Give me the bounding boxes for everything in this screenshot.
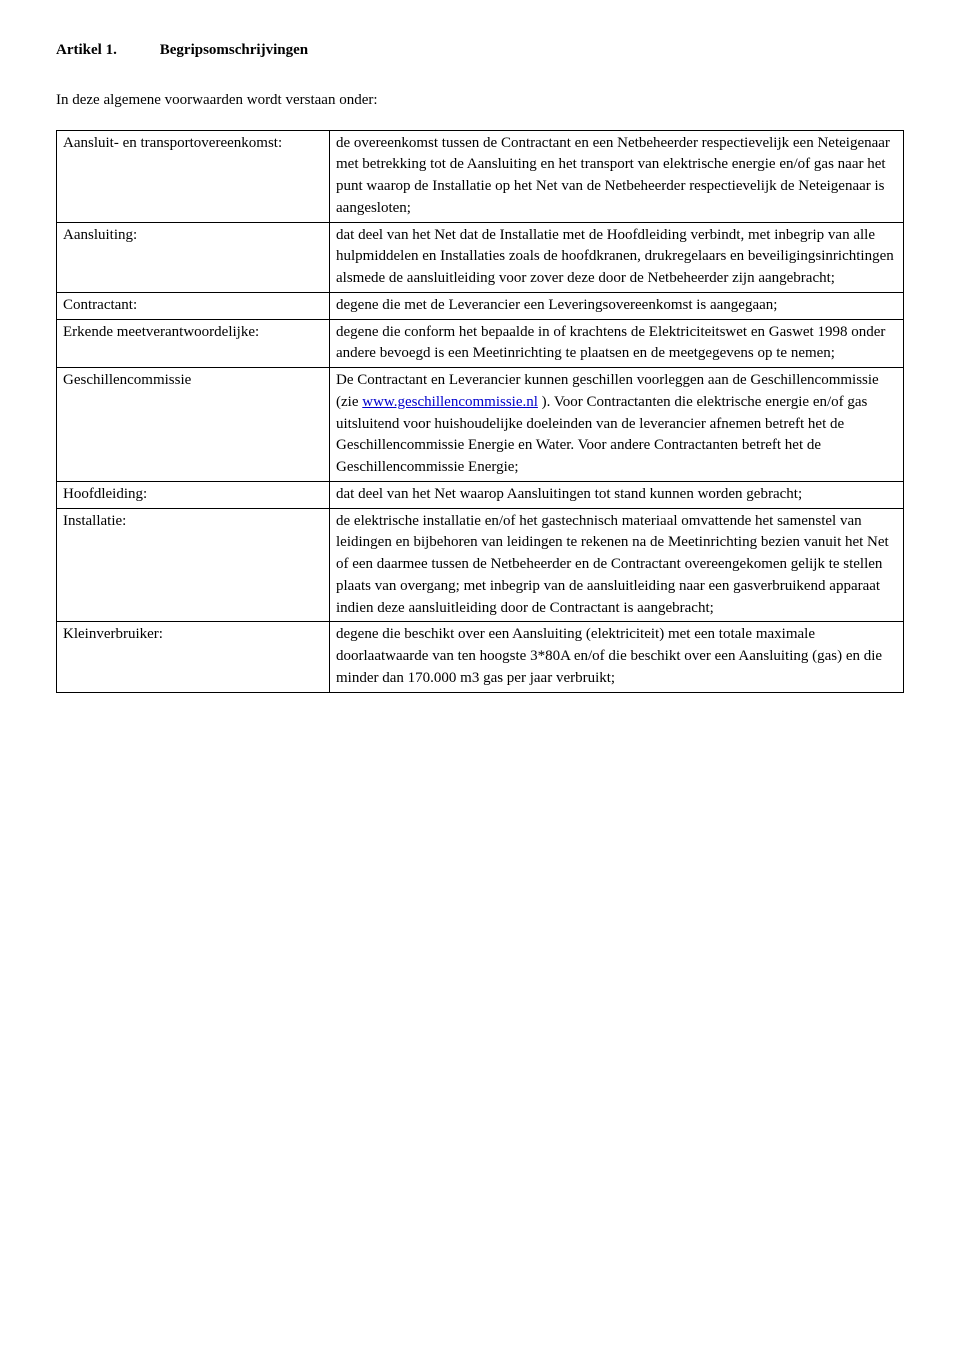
table-row: Aansluiting: dat deel van het Net dat de…	[57, 222, 904, 292]
article-title: Begripsomschrijvingen	[160, 42, 308, 58]
article-number: Artikel 1.	[56, 40, 156, 62]
definition-cell: dat deel van het Net waarop Aansluitinge…	[330, 481, 904, 508]
term-cell: Hoofdleiding:	[57, 481, 330, 508]
term-cell: Installatie:	[57, 508, 330, 622]
intro-text: In deze algemene voorwaarden wordt verst…	[56, 90, 904, 112]
geschillencommissie-link[interactable]: www.geschillencommissie.nl	[362, 394, 538, 410]
definition-cell: degene die beschikt over een Aansluiting…	[330, 622, 904, 692]
term-cell: Kleinverbruiker:	[57, 622, 330, 692]
definition-cell: de elektrische installatie en/of het gas…	[330, 508, 904, 622]
term-cell: Aansluit- en transportovereenkomst:	[57, 130, 330, 222]
definition-cell: dat deel van het Net dat de Installatie …	[330, 222, 904, 292]
definition-cell: degene die met de Leverancier een Leveri…	[330, 292, 904, 319]
table-row: Installatie: de elektrische installatie …	[57, 508, 904, 622]
term-cell: Geschillencommissie	[57, 368, 330, 482]
table-row: Contractant: degene die met de Leveranci…	[57, 292, 904, 319]
article-heading: Artikel 1. Begripsomschrijvingen	[56, 40, 904, 62]
definition-cell: De Contractant en Leverancier kunnen ges…	[330, 368, 904, 482]
table-row: Geschillencommissie De Contractant en Le…	[57, 368, 904, 482]
table-row: Kleinverbruiker: degene die beschikt ove…	[57, 622, 904, 692]
term-cell: Contractant:	[57, 292, 330, 319]
table-row: Hoofdleiding: dat deel van het Net waaro…	[57, 481, 904, 508]
term-cell: Aansluiting:	[57, 222, 330, 292]
term-cell: Erkende meetverantwoordelijke:	[57, 319, 330, 368]
definition-cell: degene die conform het bepaalde in of kr…	[330, 319, 904, 368]
table-row: Erkende meetverantwoordelijke: degene di…	[57, 319, 904, 368]
definitions-table: Aansluit- en transportovereenkomst: de o…	[56, 130, 904, 693]
definition-cell: de overeenkomst tussen de Contractant en…	[330, 130, 904, 222]
table-row: Aansluit- en transportovereenkomst: de o…	[57, 130, 904, 222]
